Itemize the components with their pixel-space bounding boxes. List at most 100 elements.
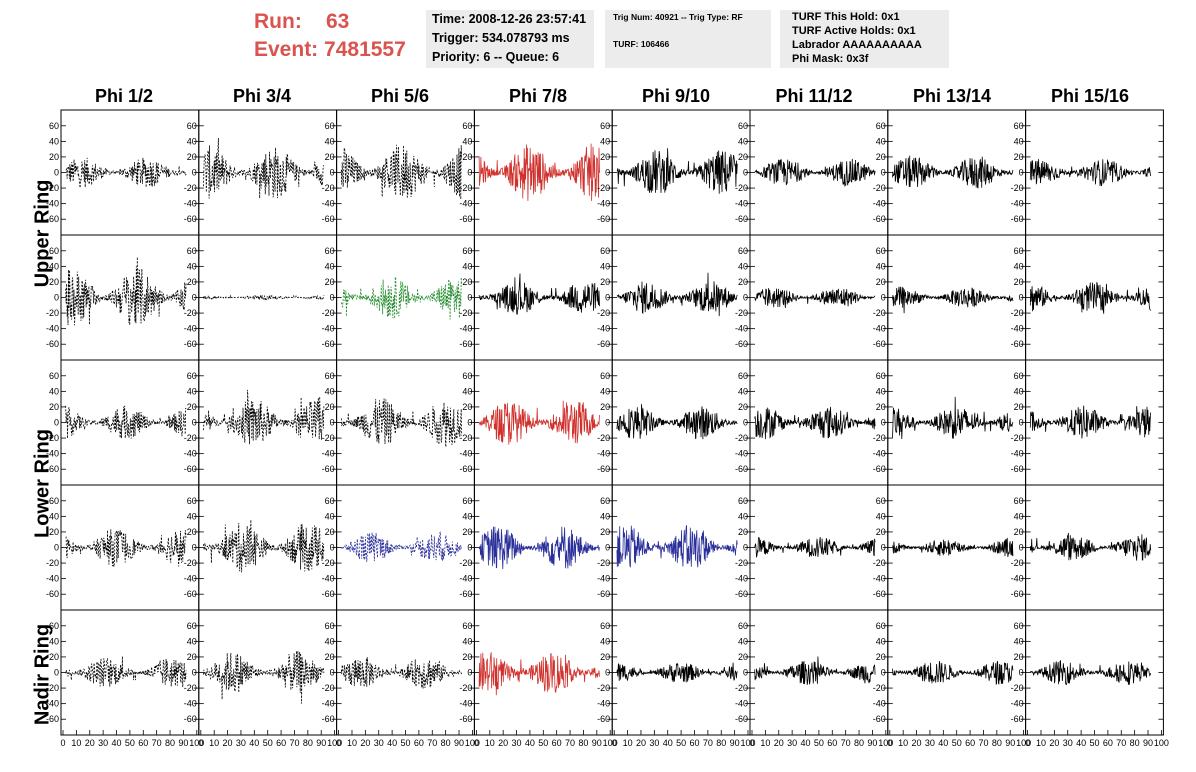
y-tick-label: 40 xyxy=(600,511,610,521)
waveform-series xyxy=(203,294,325,301)
y-tick-label: -20 xyxy=(735,183,748,193)
y-tick-label: 0 xyxy=(467,543,472,553)
y-tick-label: -40 xyxy=(322,699,335,709)
y-tick-label: 20 xyxy=(187,277,197,287)
y-tick-label: -20 xyxy=(46,683,59,693)
phi-header: Phi 9/10 xyxy=(641,86,711,106)
y-tick-label: -60 xyxy=(322,714,335,724)
panel-frame xyxy=(1025,359,1164,486)
x-tick-label: 80 xyxy=(854,738,864,748)
y-tick-label: -40 xyxy=(459,324,472,334)
waveform-series xyxy=(340,398,463,447)
y-tick-label: 20 xyxy=(462,652,472,662)
y-tick-label: 60 xyxy=(187,246,197,256)
y-tick-label: -60 xyxy=(184,589,197,599)
x-tick-label: 30 xyxy=(649,738,659,748)
y-tick-label: 40 xyxy=(325,386,335,396)
x-tick-label: 0 xyxy=(198,738,203,748)
y-tick-label: 0 xyxy=(881,668,886,678)
trigger-info-box: Trig Num: 40921 -- Trig Type: RF TURF: 1… xyxy=(605,10,771,68)
trigger-text: Trigger: 534.078793 ms xyxy=(432,31,570,45)
x-tick-label: 100 xyxy=(1154,738,1169,748)
y-tick-label: -40 xyxy=(873,574,886,584)
y-tick-label: 20 xyxy=(325,652,335,662)
waveform-series xyxy=(892,396,1014,440)
x-tick-label: 0 xyxy=(612,738,617,748)
run-value: 63 xyxy=(326,10,350,33)
y-tick-label: 20 xyxy=(49,152,59,162)
y-tick-label: -20 xyxy=(1011,683,1024,693)
y-tick-label: 60 xyxy=(187,121,197,131)
y-tick-label: -20 xyxy=(46,308,59,318)
x-tick-label: 90 xyxy=(454,738,464,748)
y-tick-label: -60 xyxy=(459,464,472,474)
y-tick-label: -60 xyxy=(735,464,748,474)
y-tick-label: -40 xyxy=(184,449,197,459)
x-tick-label: 100 xyxy=(878,738,893,748)
y-tick-label: 60 xyxy=(1014,371,1024,381)
x-tick-label: 70 xyxy=(565,738,575,748)
y-tick-label: 20 xyxy=(187,527,197,537)
y-tick-label: 40 xyxy=(462,136,472,146)
x-tick-label: 50 xyxy=(400,738,410,748)
y-tick-label: -20 xyxy=(873,308,886,318)
x-tick-label: 10 xyxy=(485,738,495,748)
y-tick-label: 0 xyxy=(605,543,610,553)
y-tick-label: -60 xyxy=(597,214,610,224)
y-tick-label: 20 xyxy=(49,652,59,662)
y-tick-label: 20 xyxy=(876,527,886,537)
x-tick-label: 20 xyxy=(636,738,646,748)
y-tick-label: -40 xyxy=(735,324,748,334)
x-tick-label: 80 xyxy=(716,738,726,748)
y-tick-label: 0 xyxy=(54,543,59,553)
y-tick-label: -20 xyxy=(459,558,472,568)
y-tick-label: 40 xyxy=(1014,261,1024,271)
y-tick-label: 20 xyxy=(738,652,748,662)
x-tick-label: 40 xyxy=(112,738,122,748)
waveform-series xyxy=(65,157,187,188)
y-tick-label: 60 xyxy=(187,621,197,631)
y-tick-label: -60 xyxy=(735,214,748,224)
y-tick-label: 40 xyxy=(49,511,59,521)
y-tick-label: 20 xyxy=(187,152,197,162)
y-tick-label: -40 xyxy=(184,699,197,709)
y-tick-label: -60 xyxy=(735,714,748,724)
y-tick-label: 60 xyxy=(49,496,59,506)
y-tick-label: 40 xyxy=(187,511,197,521)
y-tick-label: 60 xyxy=(1014,496,1024,506)
y-tick-label: -60 xyxy=(873,589,886,599)
waveform-series xyxy=(892,661,1014,685)
x-tick-label: 80 xyxy=(165,738,175,748)
y-tick-label: 0 xyxy=(54,168,59,178)
y-tick-label: 0 xyxy=(192,543,197,553)
y-tick-label: 20 xyxy=(600,152,610,162)
y-tick-label: -40 xyxy=(46,324,59,334)
y-tick-label: 20 xyxy=(738,277,748,287)
y-tick-label: 0 xyxy=(1019,293,1024,303)
x-tick-label: 0 xyxy=(336,738,341,748)
y-tick-label: 0 xyxy=(1019,418,1024,428)
x-tick-label: 20 xyxy=(498,738,508,748)
y-tick-label: -20 xyxy=(873,683,886,693)
y-tick-label: 60 xyxy=(462,246,472,256)
y-tick-label: 0 xyxy=(881,168,886,178)
y-tick-label: -40 xyxy=(1011,324,1024,334)
y-tick-label: 40 xyxy=(600,636,610,646)
y-tick-label: -20 xyxy=(873,558,886,568)
x-tick-label: 60 xyxy=(965,738,975,748)
waveform-series xyxy=(616,148,738,194)
y-tick-label: 20 xyxy=(49,527,59,537)
y-tick-label: 60 xyxy=(325,371,335,381)
y-tick-label: -60 xyxy=(597,464,610,474)
x-tick-label: 40 xyxy=(525,738,535,748)
y-tick-label: 40 xyxy=(462,636,472,646)
y-tick-label: -40 xyxy=(597,324,610,334)
y-tick-label: -40 xyxy=(184,574,197,584)
y-tick-label: 0 xyxy=(605,168,610,178)
y-tick-label: -20 xyxy=(46,183,59,193)
y-tick-label: -60 xyxy=(873,464,886,474)
x-tick-label: 10 xyxy=(209,738,219,748)
y-tick-label: 20 xyxy=(325,152,335,162)
y-tick-label: -20 xyxy=(735,683,748,693)
x-tick-label: 20 xyxy=(360,738,370,748)
